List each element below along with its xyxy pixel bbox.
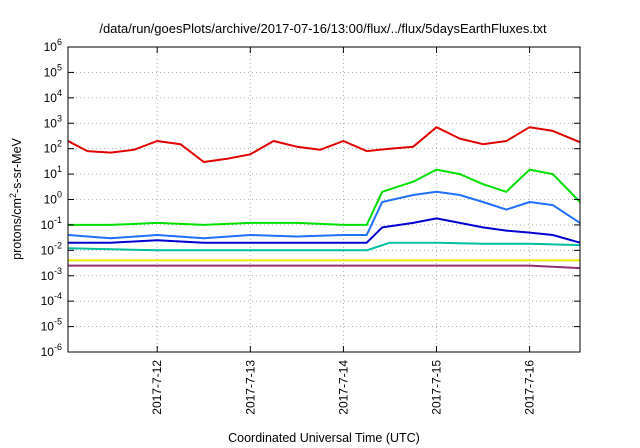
x-axis-label: Coordinated Universal Time (UTC) — [228, 431, 420, 445]
series-group — [67, 126, 581, 270]
y-tick-label: 10-4 — [41, 291, 62, 308]
y-tick-label: 10-6 — [41, 342, 62, 359]
y-axis-label: protons/cm2-s-sr-MeV — [8, 137, 24, 259]
grid — [68, 47, 580, 352]
x-tick-label: 2017-7-12 — [150, 360, 164, 415]
y-tick-label: 106 — [44, 37, 62, 54]
x-tick-label: 2017-7-15 — [429, 360, 443, 415]
series-line — [67, 190, 581, 240]
y-tick-label: 10-2 — [41, 240, 62, 257]
y-tick-label: 10-1 — [41, 215, 62, 232]
chart-title: /data/run/goesPlots/archive/2017-07-16/1… — [99, 21, 547, 36]
series-line — [67, 241, 581, 252]
x-tick-label: 2017-7-16 — [523, 360, 537, 415]
x-axis: 2017-7-12 2017-7-13 2017-7-14 2017-7-15 2017… — [150, 47, 537, 415]
series-line — [68, 217, 581, 244]
series-line — [68, 264, 581, 270]
x-tick-label: 2017-7-13 — [243, 360, 257, 415]
y-tick-label: 100 — [44, 190, 62, 207]
y-axis: 10-6 10-5 10-4 10-3 10-2 10-1 100 101 102 103 104 1… — [41, 37, 580, 359]
y-tick-label: 103 — [44, 113, 62, 130]
y-tick-label: 102 — [44, 139, 62, 156]
series-line — [67, 126, 581, 163]
series-line — [68, 168, 581, 226]
x-tick-label: 2017-7-14 — [336, 360, 350, 415]
y-tick-label: 10-5 — [41, 317, 62, 334]
y-tick-label: 10-3 — [41, 266, 62, 283]
y-tick-label: 104 — [44, 88, 62, 105]
y-tick-label: 105 — [44, 62, 62, 79]
y-tick-label: 101 — [44, 164, 62, 181]
